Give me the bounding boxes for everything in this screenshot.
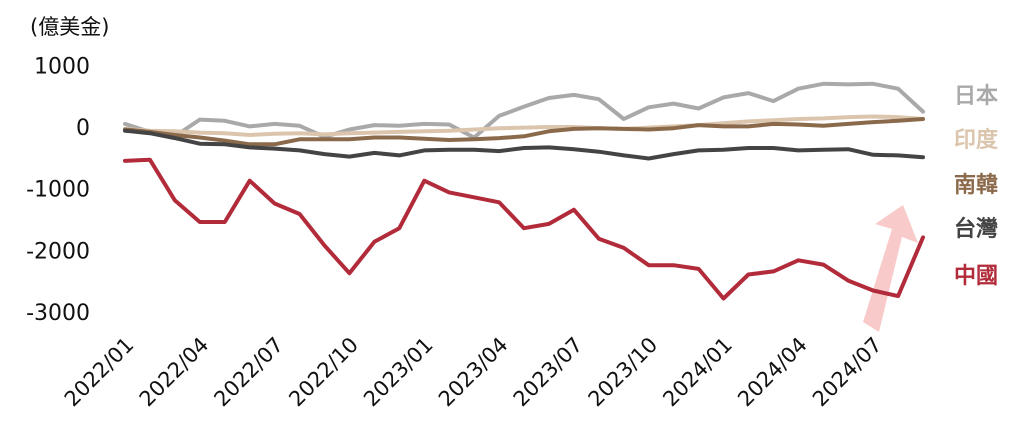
x-tick-label: 2023/04 <box>434 333 513 412</box>
series-line <box>123 81 925 140</box>
x-tick-label: 2023/01 <box>359 333 438 412</box>
trend-arrow-icon <box>863 205 918 332</box>
x-tick-label: 2024/04 <box>733 333 812 412</box>
y-tick-label: -2000 <box>26 239 90 264</box>
x-tick-label: 2024/07 <box>808 333 887 412</box>
x-tick-label: 2023/10 <box>584 333 663 412</box>
y-tick-label: 1000 <box>34 54 90 79</box>
legend-label: 台灣 <box>954 216 998 242</box>
series-line <box>123 157 925 301</box>
legend-label: 中國 <box>954 264 998 289</box>
x-tick-label: 2022/07 <box>209 333 288 412</box>
legend-label: 日本 <box>954 84 998 109</box>
x-tick-label: 2023/07 <box>509 333 588 412</box>
y-tick-label: 0 <box>76 116 90 141</box>
series-line <box>123 128 925 161</box>
y-tick-label: -3000 <box>26 301 90 326</box>
series-line <box>123 117 925 147</box>
x-tick-label: 2022/04 <box>135 333 214 412</box>
series-lines <box>123 81 925 301</box>
y-tick-label: -1000 <box>26 178 90 203</box>
series-line <box>123 114 925 137</box>
unit-label: (億美金) <box>30 15 109 39</box>
legend-label: 印度 <box>954 127 999 153</box>
x-tick-label: 2024/01 <box>658 333 737 412</box>
x-tick-label: 2022/10 <box>284 333 363 412</box>
y-axis-ticks: 1000 0 -1000 -2000 -3000 <box>26 54 90 326</box>
x-tick-label: 2022/01 <box>60 333 139 412</box>
legend-label: 南韓 <box>954 172 998 198</box>
x-axis-ticks: 2022/012022/042022/072022/102023/012023/… <box>60 333 887 412</box>
